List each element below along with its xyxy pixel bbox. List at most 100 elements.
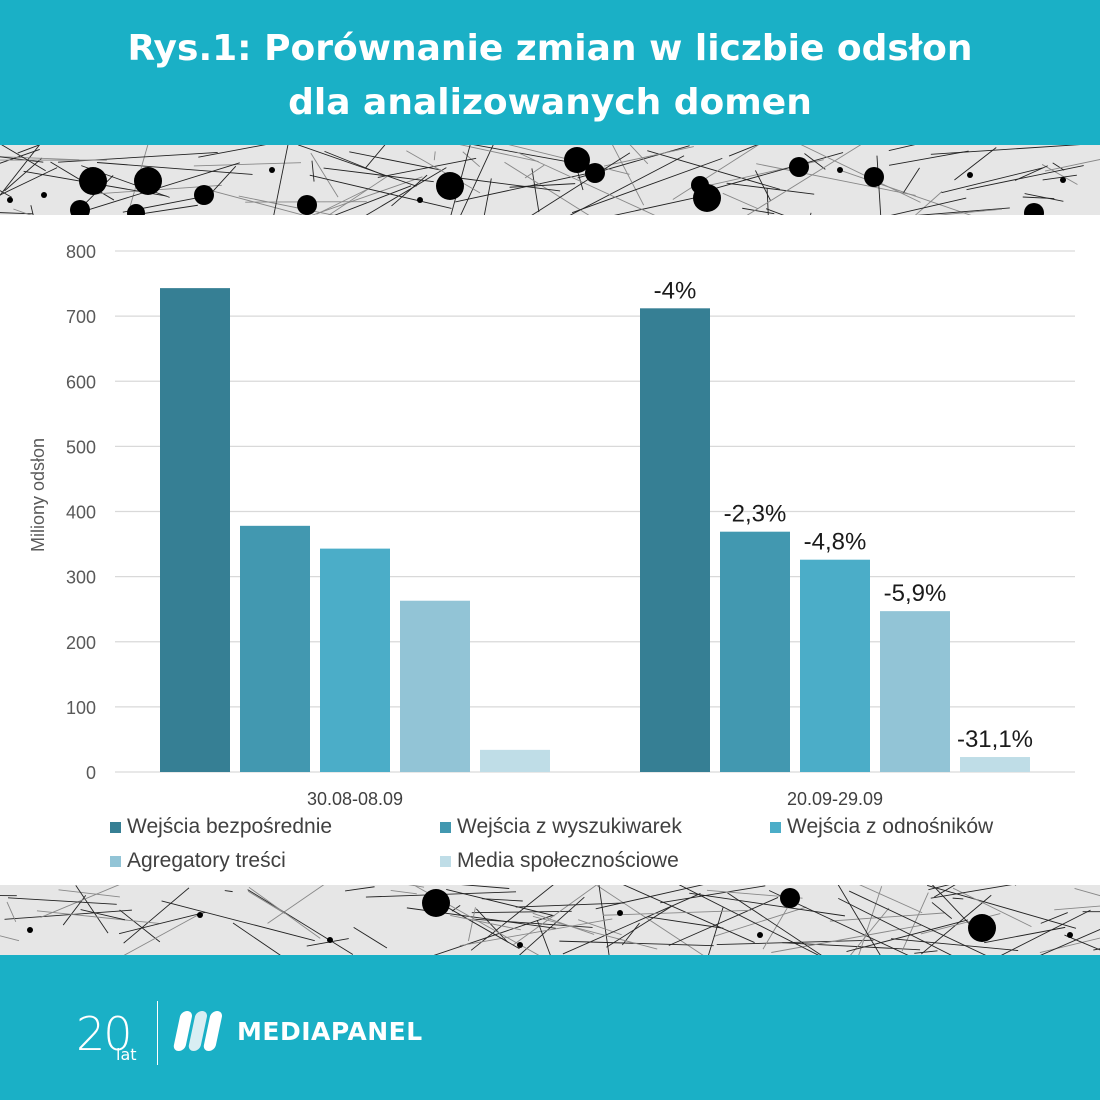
pattern-line <box>1041 164 1078 185</box>
pattern-line <box>474 918 593 928</box>
pattern-dot <box>194 185 214 205</box>
pattern-line <box>1044 159 1100 172</box>
pattern-line <box>1042 174 1077 181</box>
pattern-line <box>694 152 844 195</box>
pattern-line <box>742 207 775 215</box>
pattern-dot <box>585 163 605 183</box>
pattern-line <box>0 212 33 215</box>
pattern-line <box>483 178 492 215</box>
pattern-line <box>1 145 46 172</box>
pattern-line <box>941 167 1044 194</box>
pattern-line <box>829 912 946 922</box>
pattern-line <box>481 898 523 902</box>
network-pattern-top-graphic <box>0 145 1100 215</box>
pattern-line <box>58 889 120 898</box>
pattern-line <box>470 885 554 951</box>
pattern-line <box>334 185 412 215</box>
pattern-line <box>353 926 388 949</box>
legend-item: Wejścia z wyszukiwarek <box>440 815 682 839</box>
pattern-line <box>455 172 592 203</box>
pattern-line <box>672 145 760 200</box>
pattern-dot <box>967 172 973 178</box>
pattern-line <box>952 887 1032 928</box>
legend-swatch <box>440 821 451 833</box>
pattern-line <box>30 205 34 215</box>
pattern-line <box>17 145 39 154</box>
y-axis-ticks: 0 100 200 300 400 500 600 700 800 <box>66 242 96 783</box>
pattern-dot <box>617 910 623 916</box>
pattern-line <box>850 907 890 955</box>
pattern-line <box>756 163 916 196</box>
pattern-line <box>408 885 425 888</box>
pattern-line <box>800 145 921 203</box>
pattern-line <box>58 151 218 163</box>
y-tick-label: 0 <box>86 763 96 783</box>
pattern-line <box>224 890 233 893</box>
pattern-dot <box>127 204 145 215</box>
pattern-line <box>232 922 281 955</box>
chart-panel: 0 100 200 300 400 500 600 700 800 -4% -2,3% -4,8% -… <box>0 215 1100 885</box>
pattern-line <box>518 896 585 955</box>
pattern-line <box>804 153 826 170</box>
pattern-line <box>716 939 874 946</box>
legend-label: Wejścia z odnośników <box>787 815 994 838</box>
pattern-line <box>562 893 701 955</box>
pattern-line <box>97 162 253 175</box>
pattern-dot <box>422 889 450 917</box>
pattern-line <box>621 922 640 946</box>
pattern-line <box>440 903 520 950</box>
pattern-line <box>914 950 938 954</box>
brand-name: MEDIAPANEL <box>237 1017 423 1046</box>
pattern-dot <box>564 147 590 173</box>
pattern-line <box>876 155 882 215</box>
y-tick-label: 800 <box>66 242 96 262</box>
network-pattern-bottom <box>0 885 1100 955</box>
pattern-line <box>1039 937 1100 954</box>
pattern-line <box>678 885 819 955</box>
pattern-line <box>123 912 203 955</box>
pattern-line <box>208 165 237 196</box>
pattern-line <box>310 152 339 198</box>
pattern-line <box>123 887 190 944</box>
pattern-dot <box>327 937 333 943</box>
pattern-line <box>754 170 772 202</box>
pattern-line <box>954 147 997 181</box>
pattern-dot <box>417 197 423 203</box>
page-title: Rys.1: Porównanie zmian w liczbie odsłon… <box>0 22 1100 130</box>
y-tick-label: 100 <box>66 698 96 718</box>
y-tick-label: 700 <box>66 307 96 327</box>
pattern-dot <box>297 195 317 215</box>
pattern-line <box>1054 905 1100 911</box>
bar <box>640 308 710 772</box>
pattern-line <box>467 907 476 942</box>
pattern-line <box>297 145 417 187</box>
pattern-line <box>349 151 441 171</box>
pattern-line <box>248 886 321 939</box>
pattern-line <box>267 885 325 924</box>
pattern-dot <box>693 184 721 212</box>
pattern-line <box>433 915 553 955</box>
pattern-line <box>837 885 881 955</box>
pattern-dot <box>1067 932 1073 938</box>
pattern-line <box>660 885 766 904</box>
legend-item: Wejścia bezpośrednie <box>110 815 332 839</box>
pattern-line <box>450 915 521 931</box>
pattern-line <box>509 183 576 188</box>
y-tick-label: 300 <box>66 568 96 588</box>
pattern-line <box>966 165 1084 191</box>
pattern-dot <box>1024 203 1044 215</box>
network-pattern-bottom-graphic <box>0 885 1100 955</box>
pattern-line <box>471 910 572 914</box>
pattern-line <box>459 918 613 947</box>
pattern-line <box>838 897 952 955</box>
pattern-line <box>934 885 956 898</box>
pattern-line <box>531 152 631 215</box>
pattern-line <box>647 150 780 190</box>
pattern-line <box>984 926 1066 944</box>
pattern-dot <box>757 932 763 938</box>
pattern-line <box>766 188 769 215</box>
legend-label: Wejścia bezpośrednie <box>127 815 333 838</box>
pattern-line <box>746 145 862 215</box>
pattern-line <box>197 186 305 215</box>
pattern-dot <box>41 192 47 198</box>
